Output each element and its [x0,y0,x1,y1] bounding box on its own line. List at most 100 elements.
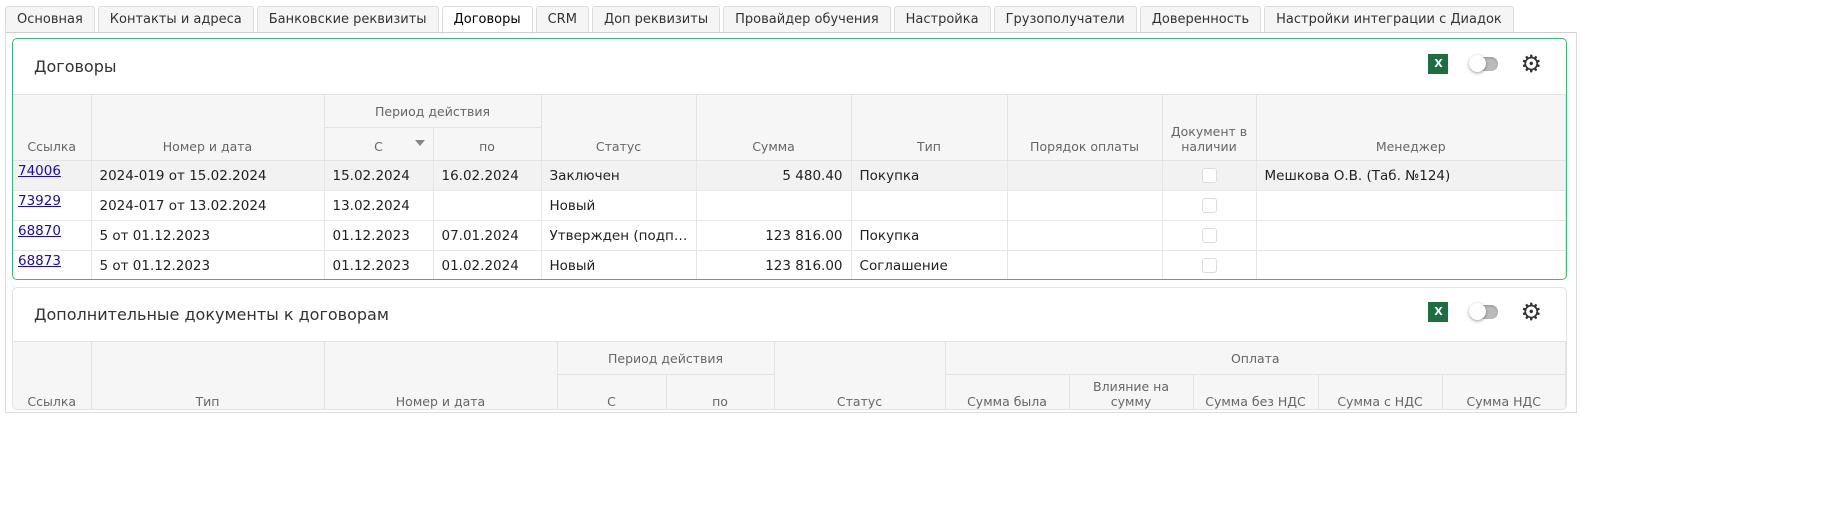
doc-available-checkbox[interactable] [1201,168,1217,183]
contracts-panel: Договоры X ⚙ Ссылка Номер и дата Период … [12,38,1567,280]
tab-contracts[interactable]: Договоры [441,6,533,34]
col-status[interactable]: Статус [540,94,697,161]
cell-status: Новый [540,190,697,221]
doc-available-checkbox[interactable] [1201,258,1217,273]
col-sum-with-vat[interactable]: Сумма с НДС [1317,374,1443,409]
toggle-switch[interactable] [1469,55,1499,72]
cell-status: Новый [540,250,697,279]
additional-docs-table: Ссылка Тип Номер и дата Период действия … [13,341,1566,409]
col-sum-was[interactable]: Сумма была [944,374,1070,409]
cell-manager [1255,250,1566,279]
col-from[interactable]: С [557,374,667,409]
cell-type: Соглашение [850,250,1008,279]
cell-type: Покупка [850,220,1008,251]
panel-title: Договоры [34,57,117,76]
cell-sum: 123 816.00 [695,250,852,279]
contract-link[interactable]: 74006 [18,163,61,179]
cell-type: Покупка [850,160,1008,191]
cell-number-date: 2024-019 от 15.02.2024 [90,160,325,191]
cell-doc-available [1161,160,1257,191]
col-to[interactable]: по [665,374,775,409]
table-row[interactable]: 68873 5 от 01.12.2023 01.12.2023 01.02.2… [13,250,1566,279]
cell-number-date: 5 от 01.12.2023 [90,250,325,279]
tab-power-of-attorney[interactable]: Доверенность [1139,6,1262,33]
doc-available-checkbox[interactable] [1201,228,1217,243]
doc-available-checkbox[interactable] [1201,198,1217,213]
table-row[interactable]: 74006 2024-019 от 15.02.2024 15.02.2024 … [13,160,1566,191]
col-number-date[interactable]: Номер и дата [323,341,558,409]
col-from-label: С [374,139,383,154]
toggle-switch[interactable] [1469,303,1499,320]
cell-status: Утвержден (подписан) [540,220,697,251]
tab-contacts[interactable]: Контакты и адреса [97,6,254,33]
cell-to [432,190,542,221]
col-type[interactable]: Тип [90,341,325,409]
cell-number-date: 5 от 01.12.2023 [90,220,325,251]
col-period: Период действия [323,94,542,128]
cell-link: 73929 [13,190,92,221]
cell-status: Заключен [540,160,697,191]
cell-from: 01.12.2023 [323,250,434,279]
cell-payment-order [1006,220,1163,251]
tab-crm[interactable]: CRM [535,6,589,33]
table-row[interactable]: 73929 2024-017 от 13.02.2024 13.02.2024 … [13,190,1566,221]
cell-doc-available [1161,190,1257,221]
col-period: Период действия [556,341,775,375]
contract-link[interactable]: 73929 [18,193,61,209]
cell-type [850,190,1008,221]
col-sum[interactable]: Сумма [695,94,852,161]
cell-manager [1255,220,1566,251]
cell-sum [695,190,852,221]
contract-link[interactable]: 68873 [18,253,61,269]
col-payment: Оплата [944,341,1566,375]
sort-desc-icon [414,140,425,146]
excel-export-icon[interactable]: X [1428,54,1449,74]
tab-bar: Основная Контакты и адреса Банковские ре… [5,6,1514,34]
cell-link: 68870 [13,220,92,251]
col-number-date[interactable]: Номер и дата [90,94,325,161]
contract-link[interactable]: 68870 [18,223,61,239]
cell-to: 07.01.2024 [432,220,542,251]
col-sum-no-vat[interactable]: Сумма без НДС [1192,374,1319,409]
cell-from: 15.02.2024 [323,160,434,191]
cell-payment-order [1006,190,1163,221]
gear-icon[interactable]: ⚙ [1520,298,1542,326]
tab-content [5,32,1577,413]
col-manager[interactable]: Менеджер [1255,94,1566,161]
table-row[interactable]: 68870 5 от 01.12.2023 01.12.2023 07.01.2… [13,220,1566,251]
panel-title: Дополнительные документы к договорам [34,305,389,324]
cell-number-date: 2024-017 от 13.02.2024 [90,190,325,221]
tab-training-provider[interactable]: Провайдер обучения [723,6,891,33]
col-doc-available[interactable]: Документ в наличии [1161,94,1257,161]
col-link[interactable]: Ссылка [13,341,92,409]
col-vat-sum[interactable]: Сумма НДС [1441,374,1566,409]
cell-to: 01.02.2024 [432,250,542,279]
cell-from: 13.02.2024 [323,190,434,221]
tab-main[interactable]: Основная [5,6,95,33]
contracts-table: Ссылка Номер и дата Период действия Стат… [13,94,1566,279]
cell-from: 01.12.2023 [323,220,434,251]
col-type[interactable]: Тип [850,94,1008,161]
col-status[interactable]: Статус [773,341,946,409]
tab-diadoc-settings[interactable]: Настройки интеграции с Диадок [1264,6,1514,33]
excel-export-icon[interactable]: X [1428,302,1449,322]
col-link[interactable]: Ссылка [13,94,92,161]
cell-link: 68873 [13,250,92,279]
cell-sum: 5 480.40 [695,160,852,191]
col-to[interactable]: по [432,127,542,161]
tab-bank[interactable]: Банковские реквизиты [256,6,439,33]
tab-extra-details[interactable]: Доп реквизиты [591,6,721,33]
cell-manager: Мешкова О.В. (Таб. №124) [1255,160,1566,191]
col-payment-order[interactable]: Порядок оплаты [1006,94,1163,161]
gear-icon[interactable]: ⚙ [1520,50,1542,78]
cell-doc-available [1161,250,1257,279]
cell-manager [1255,190,1566,221]
tab-consignees[interactable]: Грузополучатели [993,6,1137,33]
col-impact[interactable]: Влияние на сумму [1068,374,1194,409]
additional-docs-panel: Дополнительные документы к договорам X ⚙… [12,287,1567,410]
tab-settings[interactable]: Настройка [893,6,991,33]
cell-link: 74006 [13,160,92,191]
cell-payment-order [1006,160,1163,191]
col-from[interactable]: С [324,127,434,161]
cell-to: 16.02.2024 [432,160,542,191]
